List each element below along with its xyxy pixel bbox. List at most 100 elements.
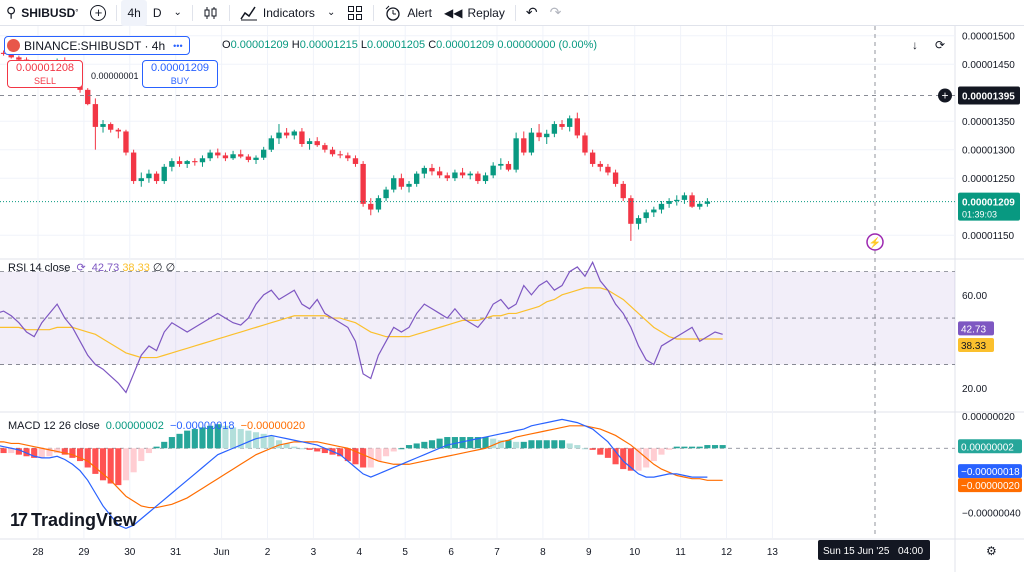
candle-body — [421, 167, 428, 174]
macd-hist-bar — [314, 448, 321, 452]
macd-hist-bar — [620, 448, 627, 470]
rsi-ma-value: 38.33 — [122, 262, 150, 274]
replay-button[interactable]: ◀◀ Replay — [438, 0, 511, 26]
time-tick-label: 31 — [170, 547, 182, 558]
tradingview-logo[interactable]: 17 TradingView — [10, 510, 137, 531]
macd-hist-bar — [520, 441, 527, 449]
candle-body — [490, 165, 496, 176]
candle-body — [199, 158, 206, 163]
indicators-label: Indicators — [262, 5, 315, 20]
ohlc-values: O0.00001209 H0.00001215 L0.00001205 C0.0… — [222, 39, 597, 51]
compare-button[interactable]: + — [84, 0, 112, 26]
rsi-ma-badge-bg — [958, 337, 994, 352]
candle-body — [169, 161, 175, 167]
chart-type-button[interactable] — [197, 0, 225, 26]
chart-canvas[interactable]: 28 29 30 31 Jun 2 3 4 5 6 7 8 9 10 11 12 13 0.00001500 0.0… — [0, 26, 1024, 572]
top-toolbar: ⚲ SHIBUSD ° + 4h D ⌄ Indicators ⌄ Alert ◀… — [0, 0, 1024, 26]
macd-hist-bar — [390, 448, 397, 452]
macd-hist-bar — [436, 438, 443, 449]
macd-hist-bar — [398, 448, 405, 450]
candle-body — [582, 135, 588, 153]
time-tick-label: 6 — [448, 547, 454, 558]
candle-body — [643, 212, 649, 219]
macd-hist-bar — [283, 443, 290, 449]
macd-hist-bar — [321, 448, 328, 454]
redo-button[interactable]: ↷ — [544, 0, 568, 26]
macd-hist-bar — [696, 446, 703, 449]
indicator-templates-dropdown[interactable]: ⌄ — [321, 0, 341, 26]
crosshair-add-icon — [938, 88, 952, 103]
candle-body — [391, 178, 397, 190]
macd-hist-bar — [153, 446, 160, 449]
symbol-legend[interactable]: BINANCE:SHIBUSDT · 4h ••• — [4, 36, 190, 55]
macd-hist-bar — [704, 445, 711, 449]
layouts-button[interactable] — [341, 0, 369, 26]
macd-hist-bar — [107, 448, 114, 484]
macd-hist-bar — [558, 440, 566, 449]
exchange-logo-icon — [7, 39, 20, 52]
time-cursor-badge — [818, 540, 930, 560]
candle-body — [345, 155, 351, 159]
macd-signal-badge: −0.00000020 — [961, 481, 1020, 492]
fullscreen-button[interactable]: ⟳ — [935, 38, 945, 52]
time-axis-settings-button[interactable]: ⚙ — [986, 544, 997, 558]
macd-hist-bar — [69, 448, 76, 458]
macd-hist-bar — [528, 440, 535, 449]
symbol-search[interactable]: ⚲ SHIBUSD ° — [0, 0, 84, 26]
macd-hist-bar — [375, 448, 382, 462]
indicators-icon — [240, 6, 257, 20]
macd-legend[interactable]: MACD 12 26 close 0.00000002 −0.00000018 … — [8, 420, 305, 432]
chart-grid — [0, 26, 1024, 572]
buy-button[interactable]: 0.00001209 BUY — [142, 60, 218, 88]
macd-hist-bar — [658, 448, 665, 455]
axes: 28 29 30 31 Jun 2 3 4 5 6 7 8 9 10 11 12 13 0.00001500 0.0… — [32, 32, 1021, 558]
macd-tick-label: 0.00000020 — [962, 412, 1015, 423]
indicators-button[interactable]: Indicators — [234, 0, 321, 26]
candle-body — [620, 183, 626, 199]
macd-hist-bar — [405, 445, 413, 449]
undo-button[interactable]: ↶ — [520, 0, 544, 26]
macd-hist-bar — [681, 446, 688, 449]
time-tick-label: 12 — [721, 547, 733, 558]
macd-hist-bar — [337, 448, 344, 457]
last-price-label: 0.00001209 — [962, 198, 1015, 209]
candle-body — [383, 189, 389, 199]
add-symbol-icon: + — [90, 4, 107, 21]
macd-hist-bar — [115, 448, 122, 486]
candle-body — [215, 152, 221, 156]
candle-body — [153, 173, 160, 182]
macd-tick-label: −0.00000040 — [962, 508, 1021, 519]
close-value: 0.00001209 — [436, 39, 495, 51]
macd-hist-bar — [627, 448, 634, 471]
sell-button[interactable]: 0.00001208 SELL — [7, 60, 83, 88]
price-tick-label: 0.00001300 — [962, 146, 1015, 157]
macd-hist-bar — [168, 437, 175, 449]
time-tick-label: 10 — [629, 547, 641, 558]
interval-4h-button[interactable]: 4h — [121, 0, 147, 26]
macd-hist-bar — [505, 440, 512, 449]
buy-label: BUY — [170, 76, 190, 86]
interval-d-button[interactable]: D — [152, 5, 162, 20]
candle-body — [498, 163, 504, 166]
candle-body — [413, 173, 420, 184]
time-cursor-date: Sun 15 Jun '25 — [823, 546, 890, 557]
macd-hist-bar — [306, 448, 313, 450]
time-tick-label: 2 — [265, 547, 271, 558]
search-icon: ⚲ — [6, 4, 17, 20]
spread-value: 0.00000001 — [91, 71, 139, 81]
candles-icon — [204, 6, 217, 19]
rsi-legend[interactable]: RSI 14 close ⟳ 42.73 38.33 ∅ ∅ — [8, 261, 175, 274]
overlays: +0.000013950.0000120901:39:03⚡42.7338.33… — [0, 26, 1022, 560]
macd-hist-badge-bg — [958, 439, 1022, 454]
alert-button[interactable]: Alert — [378, 0, 438, 26]
symbol-suffix: ° — [75, 8, 79, 17]
candle-body — [299, 131, 305, 144]
sell-price: 0.00001208 — [15, 62, 75, 74]
candle-body — [612, 172, 619, 184]
scroll-down-button[interactable]: ↓ — [912, 38, 918, 52]
macd-hist-bar — [230, 427, 237, 449]
time-tick-label: 8 — [540, 547, 546, 558]
interval-dropdown[interactable]: ⌄ — [168, 0, 188, 26]
macd-hist-bar — [604, 448, 611, 458]
candle-body — [505, 163, 512, 170]
